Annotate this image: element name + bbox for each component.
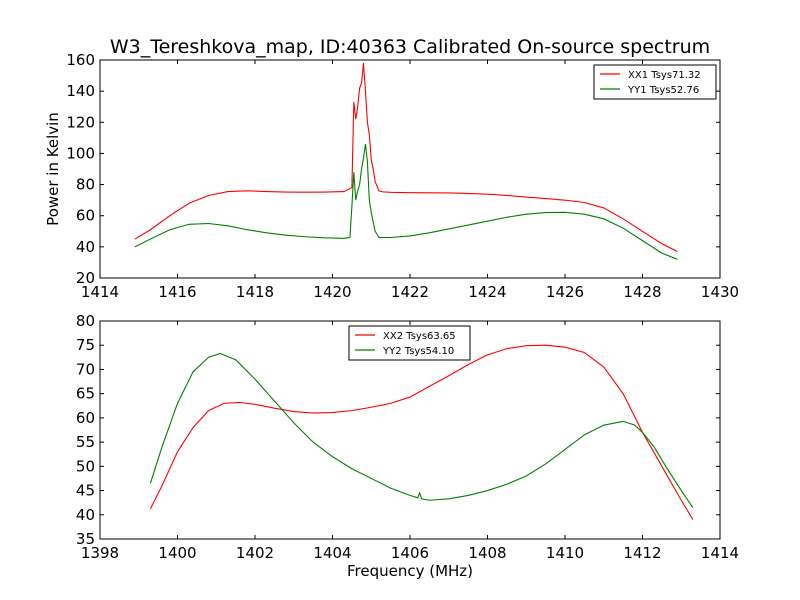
top-x-tick-label: 1418: [236, 283, 274, 301]
top-y-axis-label: Power in Kelvin: [44, 112, 62, 226]
top-legend-label-1: XX1 Tsys71.32: [628, 70, 701, 81]
bottom-x-axis-label: Frequency (MHz): [347, 562, 473, 580]
bottom-x-tick-label: 1410: [546, 544, 584, 562]
bottom-spectrum-plot: 1398 1400 1402 1404 1406 1408 1410 1412 1414 35 40…: [76, 312, 739, 562]
top-x-tick-label: 1426: [546, 283, 584, 301]
bottom-y-tick-label: 75: [76, 336, 95, 354]
bottom-x-tick-label: 1412: [623, 544, 661, 562]
bottom-y-tick-label: 40: [76, 506, 95, 524]
bottom-y-tick-label: 55: [76, 433, 95, 451]
bottom-y-tick-label: 45: [76, 482, 95, 500]
bottom-legend-box: [348, 325, 471, 361]
top-x-tick-label: 1422: [391, 283, 429, 301]
bottom-x-tick-label: 1408: [468, 544, 506, 562]
bottom-x-tick-label: 1400: [158, 544, 196, 562]
top-y-tick-label: 140: [66, 82, 95, 100]
bottom-series-line-2: [149, 352, 694, 508]
top-y-tick-label: 40: [76, 238, 95, 256]
top-legend: XX1 Tsys71.32 YY1 Tsys52.76: [593, 64, 717, 100]
top-spectrum-plot: 1414 1416 1418 1420 1422 1424 1426 1428 1430 20 40…: [66, 51, 739, 301]
top-y-tick-label: 20: [76, 269, 95, 287]
top-x-tick-label: 1414: [81, 283, 119, 301]
bottom-x-tick-label: 1406: [391, 544, 429, 562]
top-legend-box: [593, 64, 717, 100]
bottom-y-tick-label: 35: [76, 530, 95, 548]
bottom-x-tick-label: 1414: [701, 544, 739, 562]
bottom-series-line-1: [149, 344, 694, 520]
top-y-tick-label: 80: [76, 176, 95, 194]
bottom-legend: XX2 Tsys63.65 YY2 Tsys54.10: [348, 325, 471, 361]
bottom-y-tick-label: 50: [76, 457, 95, 475]
top-y-tick-label: 160: [66, 51, 95, 69]
bottom-legend-label-1: XX2 Tsys63.65: [383, 331, 456, 342]
top-x-tick-label: 1424: [468, 283, 506, 301]
bottom-x-tick-label: 1398: [81, 544, 119, 562]
top-y-tick-label: 120: [66, 113, 95, 131]
bottom-x-tick-label: 1402: [236, 544, 274, 562]
top-x-tick-label: 1430: [701, 283, 739, 301]
bottom-y-tick-label: 65: [76, 385, 95, 403]
figure-title: W3_Tereshkova_map, ID:40363 Calibrated O…: [110, 36, 710, 58]
top-x-tick-label: 1420: [313, 283, 351, 301]
bottom-x-tick-label: 1404: [313, 544, 351, 562]
top-series-line-1: [134, 63, 678, 253]
bottom-y-tick-label: 80: [76, 312, 95, 330]
top-y-tick-label: 100: [66, 144, 95, 162]
bottom-y-tick-label: 60: [76, 409, 95, 427]
bottom-legend-label-2: YY2 Tsys54.10: [382, 346, 454, 357]
top-x-tick-label: 1416: [158, 283, 196, 301]
top-legend-label-2: YY1 Tsys52.76: [627, 85, 699, 96]
top-y-tick-label: 60: [76, 207, 95, 225]
bottom-y-tick-label: 70: [76, 360, 95, 378]
top-x-tick-label: 1428: [623, 283, 661, 301]
top-series-line-2: [134, 144, 678, 260]
